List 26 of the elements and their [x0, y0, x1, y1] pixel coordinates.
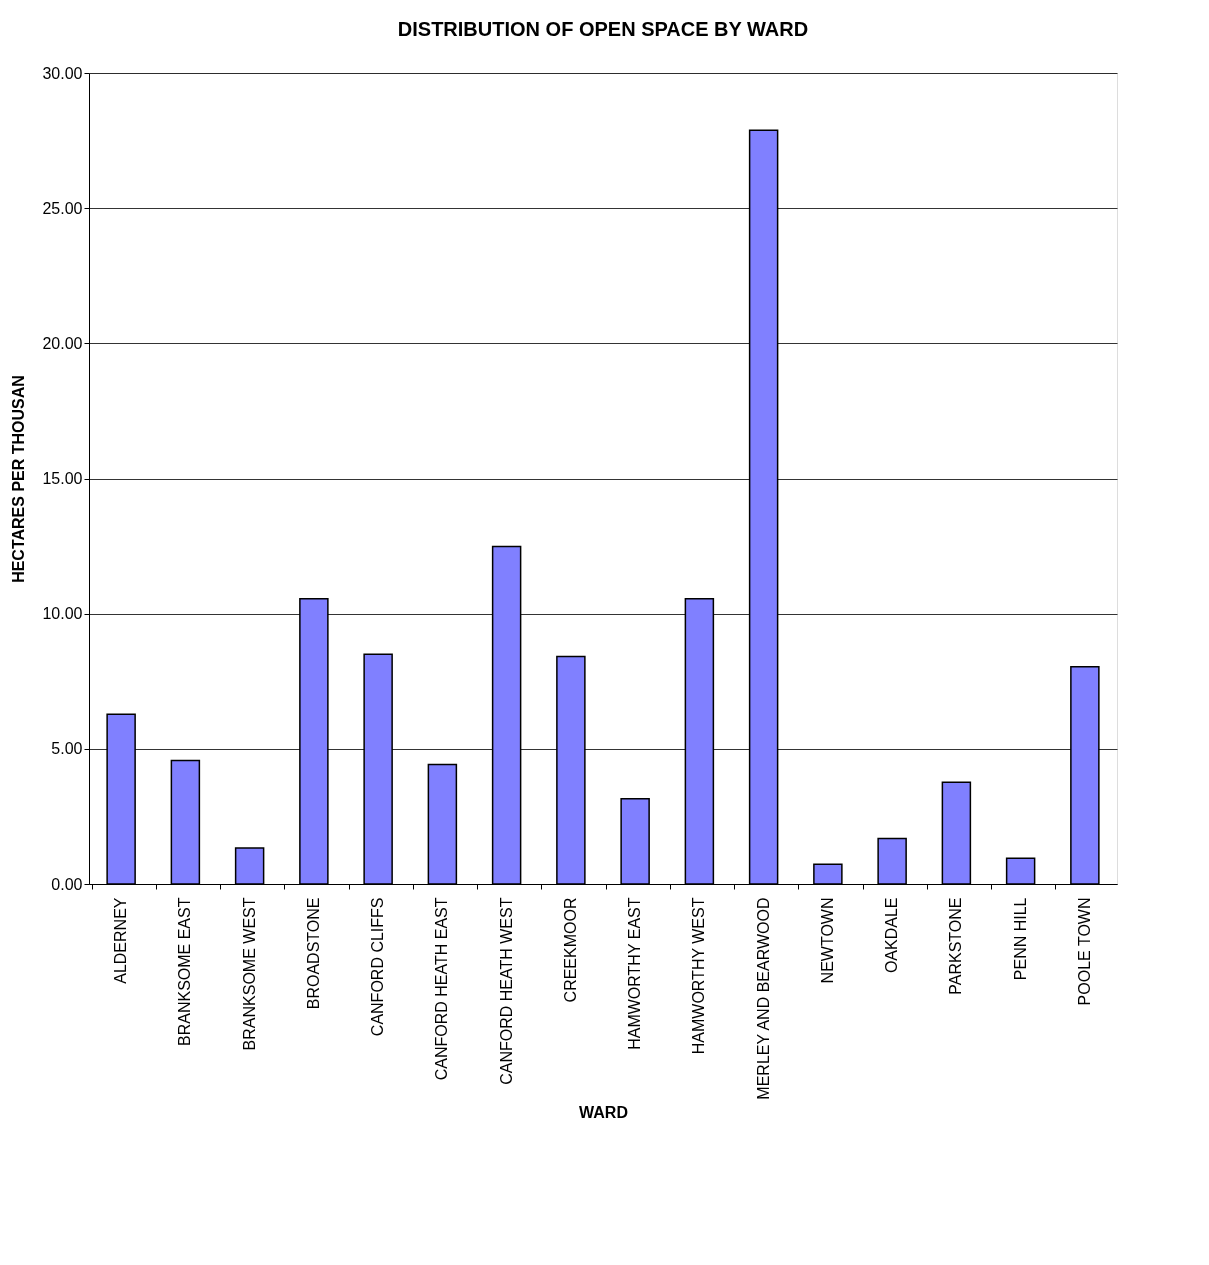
- y-axis-title: HECTARES PER THOUSAN: [10, 375, 28, 583]
- y-tick-label: 0.00: [51, 875, 83, 893]
- x-tick-label: CREEKMOOR: [561, 897, 579, 1003]
- x-tick-label: POOLE TOWN: [1075, 897, 1093, 1006]
- x-tick-label: MERLEY AND BEARWOOD: [754, 897, 772, 1100]
- x-tick-label: ALDERNEY: [112, 897, 130, 984]
- x-tick-label: HAMWORTHY EAST: [626, 897, 644, 1050]
- x-tick-label: CANFORD CLIFFS: [369, 897, 387, 1037]
- y-tick-label: 30.00: [42, 64, 83, 82]
- chart-title: DISTRIBUTION OF OPEN SPACE BY WARD: [397, 18, 809, 40]
- y-tick-label: 5.00: [51, 740, 83, 758]
- x-tick-label: CANFORD HEATH WEST: [497, 897, 515, 1085]
- x-tick-label: OAKDALE: [883, 897, 901, 974]
- y-tick-label: 10.00: [42, 605, 83, 623]
- x-tick-label: PARKSTONE: [947, 897, 965, 995]
- x-tick-label: BROADSTONE: [304, 897, 322, 1010]
- x-tick-label: PENN HILL: [1011, 897, 1029, 981]
- x-axis-title: WARD: [579, 1103, 628, 1121]
- x-tick-label: NEWTOWN: [818, 897, 836, 984]
- x-tick-label: BRANKSOME EAST: [176, 897, 194, 1046]
- x-tick-label: BRANKSOME WEST: [240, 897, 258, 1051]
- y-tick-label: 25.00: [42, 199, 83, 217]
- x-tick-label: HAMWORTHY WEST: [690, 897, 708, 1055]
- y-tick-label: 20.00: [42, 334, 83, 352]
- x-tick-label: CANFORD HEATH EAST: [433, 897, 451, 1081]
- y-tick-label: 15.00: [42, 470, 83, 487]
